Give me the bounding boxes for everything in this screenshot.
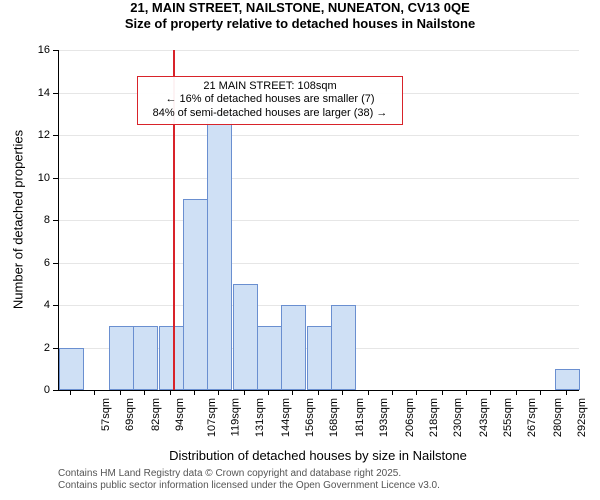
histogram-bar [207, 114, 232, 390]
histogram-bar [555, 369, 580, 390]
x-tick-mark [490, 390, 491, 395]
x-tick-label: 94sqm [174, 398, 186, 431]
x-tick-mark [516, 390, 517, 395]
histogram-bar [59, 348, 84, 391]
y-tick-mark [53, 390, 58, 391]
x-tick-label: 193sqm [378, 398, 390, 437]
x-tick-mark [566, 390, 567, 395]
x-tick-mark [218, 390, 219, 395]
x-tick-label: 156sqm [304, 398, 316, 437]
y-tick-mark [53, 135, 58, 136]
grid-line [59, 305, 579, 306]
attribution-footer: Contains HM Land Registry data © Crown c… [58, 468, 440, 492]
y-axis-label: Number of detached properties [11, 50, 26, 390]
grid-line [59, 178, 579, 179]
y-tick-mark [53, 50, 58, 51]
y-tick-mark [53, 178, 58, 179]
x-tick-mark [342, 390, 343, 395]
x-tick-label: 206sqm [404, 398, 416, 437]
x-tick-mark [292, 390, 293, 395]
x-tick-mark [466, 390, 467, 395]
annotation-line: 21 MAIN STREET: 108sqm [144, 80, 396, 94]
histogram-bar [183, 199, 208, 390]
x-tick-mark [244, 390, 245, 395]
annotation-line: ← 16% of detached houses are smaller (7) [144, 93, 396, 107]
x-tick-label: 292sqm [576, 398, 588, 437]
x-axis-label: Distribution of detached houses by size … [58, 448, 578, 463]
x-tick-mark [194, 390, 195, 395]
x-tick-mark [94, 390, 95, 395]
histogram-bar [257, 326, 282, 390]
x-tick-label: 243sqm [478, 398, 490, 437]
x-tick-mark [368, 390, 369, 395]
histogram-chart: 21 MAIN STREET: 108sqm← 16% of detached … [0, 0, 600, 500]
x-tick-label: 82sqm [150, 398, 162, 431]
grid-line [59, 263, 579, 264]
y-tick-mark [53, 305, 58, 306]
x-tick-label: 107sqm [206, 398, 218, 437]
x-tick-label: 144sqm [280, 398, 292, 437]
histogram-bar [331, 305, 356, 390]
x-tick-label: 267sqm [526, 398, 538, 437]
y-tick-mark [53, 348, 58, 349]
x-tick-label: 131sqm [254, 398, 266, 437]
footer-line-1: Contains HM Land Registry data © Crown c… [58, 468, 440, 480]
x-tick-mark [392, 390, 393, 395]
histogram-bar [233, 284, 258, 390]
histogram-bar [159, 326, 184, 390]
annotation-line: 84% of semi-detached houses are larger (… [144, 107, 396, 121]
plot-area: 21 MAIN STREET: 108sqm← 16% of detached … [58, 50, 579, 391]
x-tick-label: 230sqm [452, 398, 464, 437]
x-tick-mark [170, 390, 171, 395]
grid-line [59, 135, 579, 136]
x-tick-mark [120, 390, 121, 395]
x-tick-mark [416, 390, 417, 395]
footer-line-2: Contains public sector information licen… [58, 480, 440, 492]
x-tick-mark [318, 390, 319, 395]
annotation-box: 21 MAIN STREET: 108sqm← 16% of detached … [137, 76, 403, 125]
y-tick-mark [53, 263, 58, 264]
y-tick-mark [53, 93, 58, 94]
histogram-bar [133, 326, 158, 390]
x-tick-label: 119sqm [229, 398, 241, 436]
x-tick-label: 168sqm [328, 398, 340, 437]
x-tick-label: 255sqm [502, 398, 514, 437]
x-tick-mark [70, 390, 71, 395]
x-tick-label: 280sqm [552, 398, 564, 437]
grid-line [59, 50, 579, 51]
x-tick-label: 181sqm [354, 398, 366, 437]
x-tick-mark [144, 390, 145, 395]
histogram-bar [307, 326, 332, 390]
x-tick-mark [442, 390, 443, 395]
grid-line [59, 220, 579, 221]
x-tick-label: 69sqm [124, 398, 136, 431]
histogram-bar [281, 305, 306, 390]
x-tick-label: 57sqm [100, 398, 112, 431]
histogram-bar [109, 326, 134, 390]
x-tick-label: 218sqm [428, 398, 440, 437]
x-tick-mark [268, 390, 269, 395]
x-tick-mark [540, 390, 541, 395]
y-tick-mark [53, 220, 58, 221]
